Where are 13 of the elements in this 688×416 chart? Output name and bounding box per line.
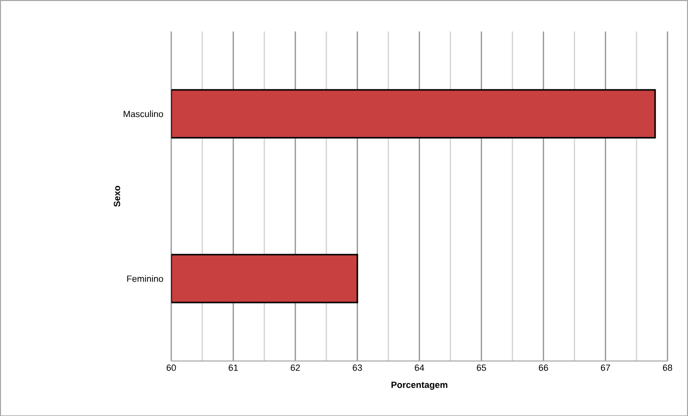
x-tick-label: 64 (414, 364, 424, 371)
y-axis-title: Sexo (114, 186, 120, 206)
x-tick-label: 67 (600, 364, 610, 371)
x-tick-label: 65 (476, 364, 486, 371)
y-tick-label: Feminino (127, 275, 164, 282)
x-tick-label: 63 (352, 364, 362, 371)
y-tick-label: Masculino (124, 110, 164, 117)
x-axis-title: Porcentagem (392, 382, 448, 390)
x-tick-label: 66 (538, 364, 548, 371)
x-tick-label: 60 (166, 364, 176, 371)
x-tick-label: 68 (662, 364, 672, 371)
x-tick-label: 61 (228, 364, 238, 371)
x-tick-label: 62 (290, 364, 300, 371)
